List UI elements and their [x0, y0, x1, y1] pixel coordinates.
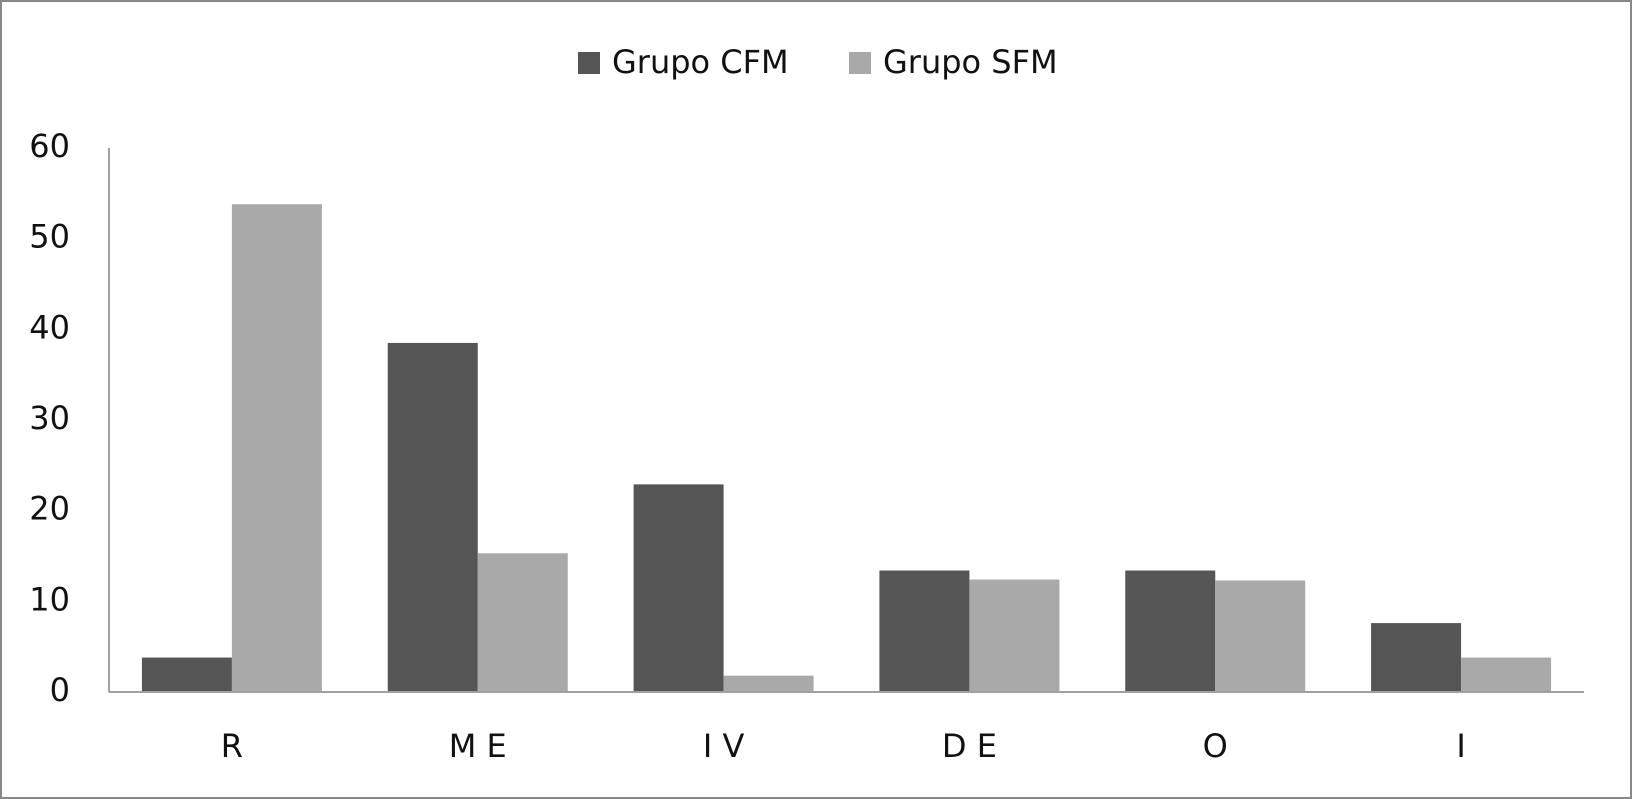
x-tick-label: M E	[449, 727, 507, 765]
bar	[1125, 570, 1216, 692]
bar	[477, 553, 568, 692]
y-tick-label: 50	[29, 218, 70, 256]
y-tick-label: 40	[29, 308, 70, 346]
y-tick-label: 0	[50, 671, 70, 709]
bar	[231, 204, 322, 693]
legend-swatch	[578, 52, 600, 74]
bar	[141, 657, 232, 692]
bar	[633, 484, 724, 692]
bar	[1215, 580, 1306, 692]
legend-label: Grupo SFM	[883, 43, 1058, 81]
y-tick-label: 30	[29, 399, 70, 437]
legend-swatch	[849, 52, 871, 74]
x-tick-label: D E	[942, 727, 997, 765]
bar	[879, 570, 970, 692]
bar	[969, 579, 1060, 692]
y-tick-label: 20	[29, 490, 70, 528]
bar	[723, 675, 814, 692]
y-tick-label: 10	[29, 580, 70, 618]
x-tick-label: R	[221, 727, 243, 765]
x-tick-label: O	[1203, 727, 1228, 765]
y-tick-label: 60	[29, 127, 70, 165]
bar	[1371, 623, 1462, 692]
x-tick-label: I V	[703, 727, 745, 765]
legend-label: Grupo CFM	[612, 43, 789, 81]
bar	[1461, 657, 1552, 692]
x-tick-label: I	[1456, 727, 1465, 765]
bar	[387, 342, 478, 692]
